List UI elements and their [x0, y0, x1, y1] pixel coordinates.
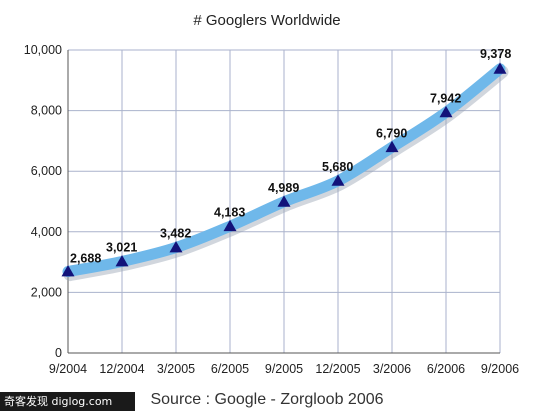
y-tick-label: 2,000 — [31, 285, 62, 299]
data-label: 3,021 — [106, 240, 137, 254]
y-tick-label: 0 — [55, 346, 62, 360]
data-label: 4,183 — [214, 205, 245, 219]
data-point-marker — [277, 195, 291, 207]
data-label: 3,482 — [160, 226, 191, 240]
x-tick-label: 3/2005 — [157, 362, 195, 376]
data-point-marker — [493, 62, 507, 74]
data-label: 9,378 — [480, 47, 511, 61]
data-point-marker — [169, 240, 183, 253]
chart-title: # Googlers Worldwide — [193, 12, 340, 29]
data-label: 4,989 — [268, 181, 299, 195]
watermark: 奇客发现 diglog.com — [0, 392, 135, 411]
x-tick-label: 3/2006 — [373, 362, 411, 376]
x-tick-label: 6/2006 — [427, 362, 465, 376]
y-tick-label: 10,000 — [24, 43, 62, 57]
data-label-layer: 2,688 3,021 3,482 4,183 4,989 5,680 6,790 7,942… — [70, 47, 511, 266]
data-point-marker — [115, 254, 129, 267]
y-tick-label: 4,000 — [31, 225, 62, 239]
data-label: 6,790 — [376, 126, 407, 140]
x-tick-label: 12/2004 — [99, 362, 144, 376]
data-point-marker — [331, 174, 345, 186]
data-point-marker — [61, 265, 75, 277]
x-tick-label: 9/2005 — [265, 362, 303, 376]
data-point-marker — [223, 219, 237, 232]
data-label: 5,680 — [322, 160, 353, 174]
x-tick-label: 9/2004 — [49, 362, 87, 376]
x-tick-label: 12/2005 — [315, 362, 360, 376]
source-caption: Source : Google - Zorgloob 2006 — [150, 391, 383, 408]
x-tick-label: 9/2006 — [481, 362, 519, 376]
x-tick-label: 6/2005 — [211, 362, 249, 376]
data-point-marker — [439, 105, 453, 118]
y-tick-label: 8,000 — [31, 104, 62, 118]
series-layer — [61, 62, 509, 282]
y-tick-label: 6,000 — [31, 164, 62, 178]
data-label: 2,688 — [70, 252, 101, 266]
grid-layer — [67, 49, 501, 354]
data-point-marker — [385, 140, 399, 153]
data-label: 7,942 — [430, 91, 461, 105]
axis-layer: 0 2,000 4,000 6,000 8,000 10,000 9/2004 12/2004… — [24, 43, 519, 376]
